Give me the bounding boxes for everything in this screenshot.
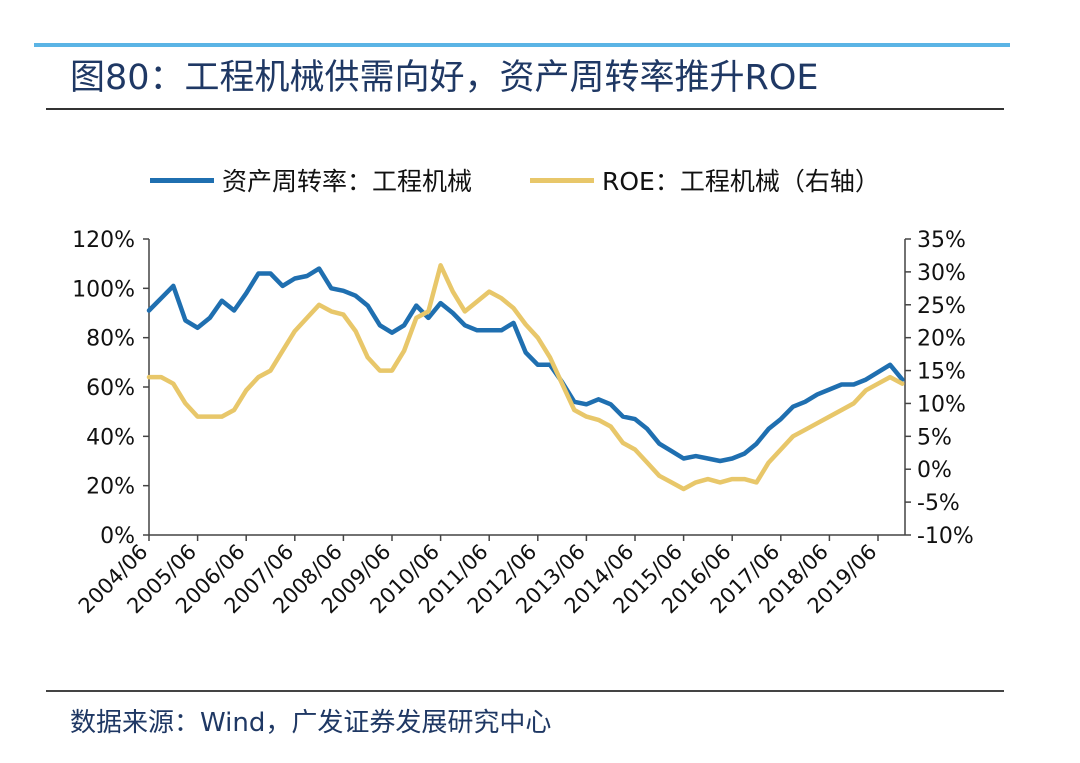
legend-item-asset-turnover: 资产周转率：工程机械 [150, 162, 472, 198]
right-y-tick-label: 5% [917, 425, 952, 450]
chart-legend: 资产周转率：工程机械 ROE：工程机械（右轴） [0, 162, 1080, 198]
title-divider [46, 108, 1004, 110]
legend-label-roe: ROE：工程机械（右轴） [602, 167, 880, 196]
right-y-tick-label: 10% [917, 392, 966, 417]
source-note: 数据来源：Wind，广发证券发展研究中心 [70, 708, 552, 738]
right-y-tick-label: 15% [917, 360, 966, 385]
dual-axis-line-chart: 0% 20% 40% 60% 80% 100% 120% -10% -5% 0% 5% 10% 15% 2… [72, 228, 974, 618]
left-y-tick-label: 60% [86, 376, 135, 401]
series-line-roe [146, 263, 905, 492]
right-y-tick-label: 20% [917, 327, 966, 352]
legend-swatch-roe [530, 177, 594, 183]
legend-swatch-asset-turnover [150, 177, 214, 183]
top-accent-rule [34, 43, 1010, 47]
right-y-tick-label: 25% [917, 294, 966, 319]
left-y-tick-label: 40% [86, 425, 135, 450]
right-y-tick-label: 30% [917, 261, 966, 286]
right-y-tick-label: 0% [917, 458, 952, 483]
left-y-tick-label: 100% [72, 277, 135, 302]
left-y-tick-label: 0% [100, 524, 135, 549]
figure-title: 图80：工程机械供需向好，资产周转率推升ROE [70, 58, 819, 98]
left-y-tick-label: 120% [72, 228, 135, 253]
right-y-tick-label: -5% [917, 491, 960, 516]
left-y-tick-label: 80% [86, 327, 135, 352]
series-line-asset-turnover [146, 266, 905, 464]
right-y-tick-label: 35% [917, 228, 966, 253]
legend-item-roe: ROE：工程机械（右轴） [530, 162, 880, 198]
right-y-tick-label: -10% [917, 524, 974, 549]
legend-label-asset-turnover: 资产周转率：工程机械 [222, 167, 473, 196]
left-y-tick-label: 20% [86, 475, 135, 500]
footer-divider [46, 690, 1004, 692]
